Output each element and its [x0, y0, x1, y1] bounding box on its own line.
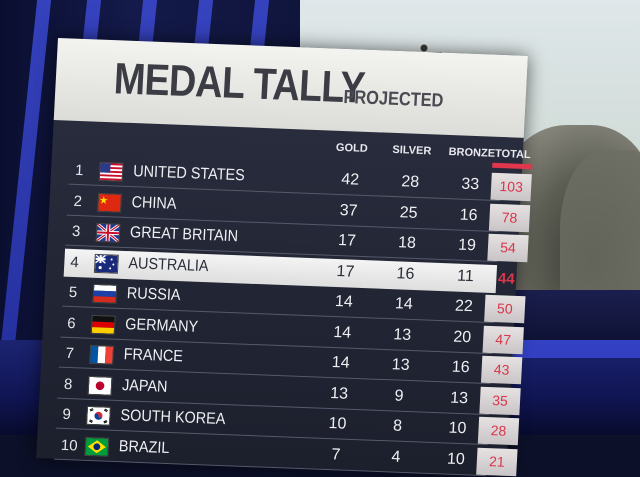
bronze-count: 22 [454, 297, 474, 316]
gold-count: 7 [331, 445, 341, 464]
column-header-total: TOTAL [494, 147, 531, 162]
country-name: BRAZIL [118, 437, 170, 457]
table-row: 9 SOUTH KOREA 10 8 10 28 [55, 401, 520, 446]
bronze-count: 16 [459, 206, 478, 224]
table-row: 3 GREAT BRITAIN 17 18 19 54 [65, 218, 529, 263]
silver-count: 13 [391, 356, 411, 374]
total-count: 21 [476, 447, 518, 476]
silver-count: 18 [397, 234, 417, 252]
medal-tally-board: MEDAL TALLY PROJECTED GOLD SILVER BRONZE… [36, 38, 533, 476]
silver-count: 16 [396, 264, 415, 283]
total-count: 44 [497, 269, 516, 288]
gold-count: 14 [331, 354, 351, 372]
bronze-count: 33 [460, 175, 480, 194]
country-name: RUSSIA [126, 285, 181, 305]
board-header: MEDAL TALLY PROJECTED [53, 38, 529, 138]
bronze-count: 19 [457, 236, 477, 255]
rank-number: 3 [71, 222, 81, 241]
silver-count: 13 [392, 325, 412, 344]
total-count: 47 [482, 325, 524, 354]
gold-count: 17 [337, 232, 357, 250]
gold-count: 42 [340, 171, 360, 189]
rank-number: 8 [63, 375, 73, 393]
rank-number: 9 [62, 405, 72, 424]
country-name: UNITED STATES [132, 163, 246, 185]
gold-count: 14 [334, 293, 354, 311]
rank-number: 10 [60, 436, 79, 455]
country-name: JAPAN [121, 376, 168, 396]
gold-count: 17 [336, 262, 355, 281]
table-row: 1 UNITED STATES 42 28 33 103 [68, 157, 532, 202]
silver-count: 4 [391, 447, 401, 466]
gold-count: 13 [329, 384, 349, 403]
rank-number: 1 [74, 161, 84, 180]
silver-count: 14 [394, 295, 414, 313]
country-name: FRANCE [123, 346, 184, 366]
table-row: 2 CHINA 37 25 16 78 [66, 187, 531, 232]
china-flag-icon [97, 192, 123, 213]
gold-count: 14 [332, 323, 352, 342]
silver-count: 8 [392, 417, 403, 435]
total-count: 103 [490, 172, 532, 202]
usa-flag-icon [98, 161, 124, 182]
japan-flag-icon [87, 375, 113, 396]
bronze-count: 13 [449, 389, 469, 407]
total-count: 50 [484, 294, 526, 324]
mountain-backdrop [560, 150, 640, 310]
row-divider [54, 458, 487, 476]
board-subtitle: PROJECTED [342, 86, 444, 112]
rank-number: 2 [73, 192, 83, 210]
country-name: AUSTRALIA [128, 254, 209, 275]
country-name: GERMANY [124, 315, 199, 336]
board-title: MEDAL TALLY [112, 54, 366, 113]
total-count: 28 [477, 416, 520, 446]
gold-count: 10 [328, 415, 347, 433]
rank-number: 6 [66, 314, 77, 332]
great-britain-flag-icon [95, 222, 121, 243]
france-flag-icon [89, 344, 115, 365]
bronze-count: 11 [456, 267, 475, 285]
table-row: 5 RUSSIA 14 14 22 50 [62, 279, 526, 324]
table-row: 7 FRANCE 14 13 16 43 [58, 340, 523, 385]
rank-number: 5 [68, 283, 78, 302]
country-name: CHINA [131, 193, 177, 213]
total-count: 43 [480, 355, 523, 385]
column-header-gold: GOLD [335, 141, 369, 155]
country-name: GREAT BRITAIN [129, 224, 239, 246]
bronze-count: 16 [451, 358, 471, 377]
rank-number: 4 [69, 253, 80, 271]
silver-count: 28 [400, 173, 420, 191]
table-row: 8 JAPAN 13 9 13 35 [57, 370, 521, 415]
gold-count: 37 [339, 201, 358, 220]
australia-flag-icon [93, 253, 119, 274]
column-header-bronze: BRONZE [448, 146, 496, 160]
silver-count: 25 [399, 203, 418, 222]
bronze-count: 20 [452, 328, 472, 346]
total-count: 54 [487, 233, 529, 263]
column-header-silver: SILVER [392, 143, 432, 158]
germany-flag-icon [90, 314, 116, 335]
silver-count: 9 [394, 386, 405, 405]
russia-flag-icon [92, 283, 118, 304]
table-row: 6 GERMANY 14 13 20 47 [60, 309, 524, 354]
south-korea-flag-icon [85, 405, 111, 426]
total-count: 35 [479, 386, 521, 415]
bronze-count: 10 [448, 419, 467, 438]
floor-light-band [490, 340, 640, 358]
table-row: 4 AUSTRALIA 17 16 11 44 [63, 248, 515, 293]
brazil-flag-icon [84, 436, 110, 457]
country-name: SOUTH KOREA [120, 407, 226, 429]
bronze-count: 10 [446, 450, 466, 468]
total-count: 78 [488, 203, 531, 232]
total-accent-bar [492, 162, 533, 170]
rank-number: 7 [65, 344, 75, 363]
